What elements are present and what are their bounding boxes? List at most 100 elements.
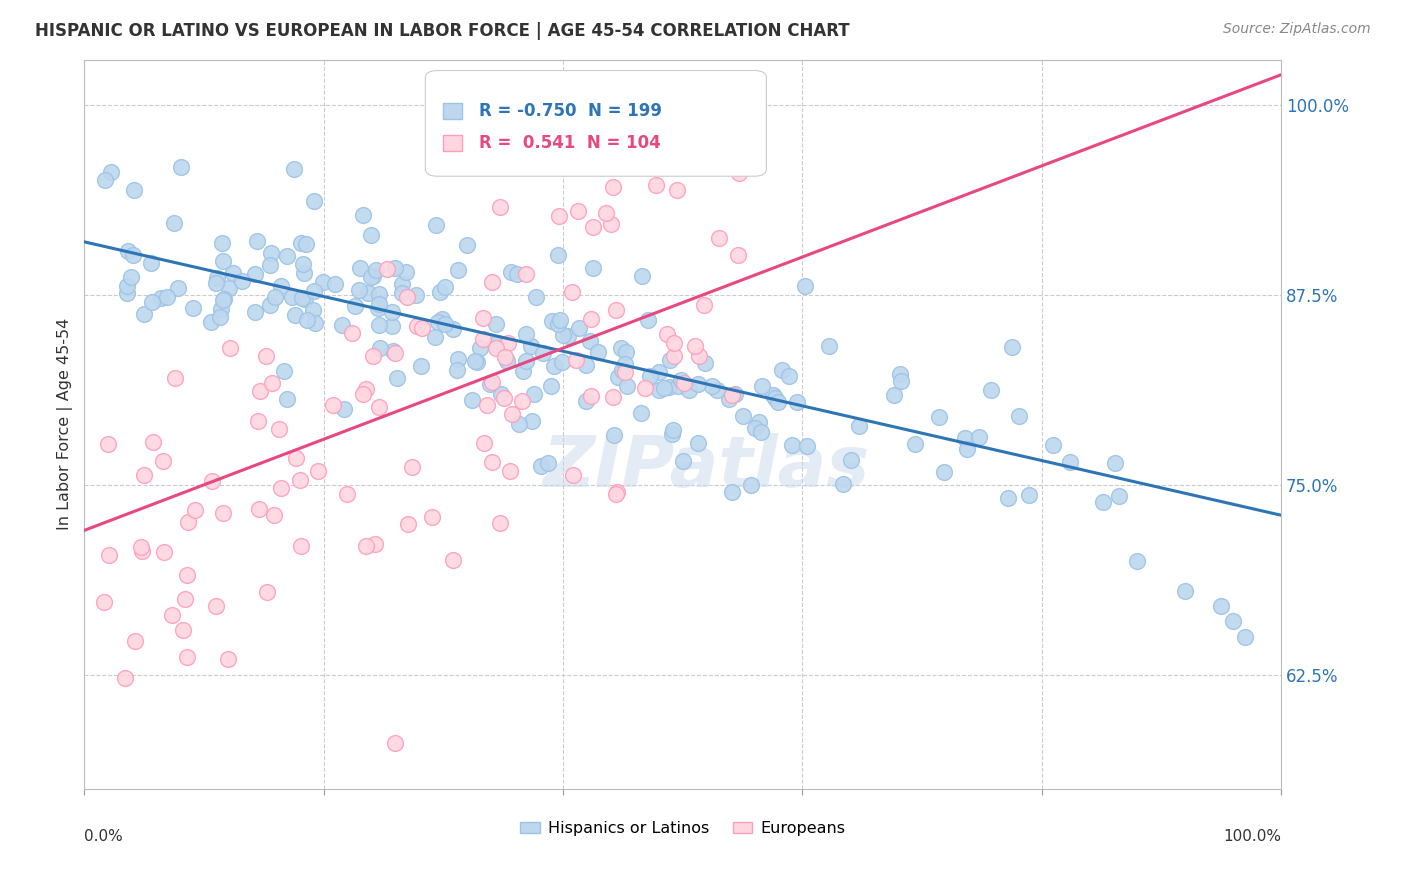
Point <box>579 389 602 403</box>
Point <box>796 439 818 453</box>
Point <box>510 393 533 408</box>
Point <box>709 231 731 245</box>
Point <box>354 382 377 396</box>
Point <box>1222 615 1244 629</box>
Point <box>291 291 314 305</box>
Point <box>664 349 686 363</box>
Point <box>794 278 817 293</box>
Point <box>420 510 443 524</box>
Point <box>115 285 138 300</box>
Point <box>290 540 312 554</box>
Point <box>630 406 652 420</box>
Point <box>575 359 598 373</box>
Text: R = -0.750  N = 199: R = -0.750 N = 199 <box>479 102 662 120</box>
Point <box>582 260 605 275</box>
Point <box>661 426 683 441</box>
Point <box>839 453 862 467</box>
Point <box>586 345 609 359</box>
Point <box>304 316 326 330</box>
Point <box>262 376 284 391</box>
Point <box>367 401 389 415</box>
Point <box>360 269 382 284</box>
Point <box>1001 340 1024 354</box>
Point <box>766 395 789 409</box>
Point <box>381 305 404 319</box>
Point <box>616 378 638 392</box>
Point <box>561 468 583 483</box>
Point <box>605 302 627 317</box>
Point <box>568 321 591 335</box>
Point <box>464 354 486 368</box>
Point <box>181 301 204 315</box>
Point <box>391 277 413 291</box>
Point <box>209 310 232 324</box>
Point <box>290 235 312 250</box>
Point <box>848 418 870 433</box>
Point <box>602 179 624 194</box>
Point <box>501 264 523 278</box>
Point <box>292 257 315 271</box>
Point <box>247 502 270 516</box>
Point <box>391 285 413 300</box>
Point <box>205 276 228 290</box>
Point <box>762 388 785 402</box>
Point <box>336 487 359 501</box>
Point <box>212 254 235 268</box>
Point <box>561 285 583 299</box>
Point <box>700 379 723 393</box>
Point <box>658 379 681 393</box>
Point <box>361 269 384 284</box>
Point <box>693 298 716 312</box>
Point <box>547 317 569 331</box>
Point <box>254 349 277 363</box>
Point <box>512 363 534 377</box>
Point <box>249 384 271 399</box>
Point <box>212 293 235 308</box>
Point <box>581 311 603 326</box>
Point <box>1092 495 1115 509</box>
Point <box>492 391 515 405</box>
Point <box>447 352 470 367</box>
Point <box>447 263 470 277</box>
Point <box>270 279 292 293</box>
Point <box>352 386 374 401</box>
Point <box>770 363 793 377</box>
Point <box>471 332 494 346</box>
Point <box>478 376 501 391</box>
Point <box>1126 554 1149 568</box>
Point <box>97 548 120 562</box>
Point <box>540 379 562 393</box>
Point <box>904 436 927 450</box>
Point <box>727 166 749 180</box>
Point <box>607 370 630 384</box>
Point <box>688 349 710 363</box>
Point <box>172 623 194 637</box>
Point <box>508 417 530 431</box>
Point <box>97 437 120 451</box>
Text: 0.0%: 0.0% <box>84 829 124 844</box>
Point <box>356 539 378 553</box>
Point <box>368 341 391 355</box>
Text: 100.0%: 100.0% <box>1223 829 1281 844</box>
Point <box>706 383 728 397</box>
Point <box>567 203 589 218</box>
Point <box>548 313 571 327</box>
Point <box>114 671 136 685</box>
Point <box>1234 630 1257 644</box>
Point <box>131 543 153 558</box>
Point <box>385 371 408 385</box>
Point <box>1174 584 1197 599</box>
Point <box>122 183 145 197</box>
Point <box>396 516 419 531</box>
Point <box>165 371 187 385</box>
Point <box>489 516 512 530</box>
Point <box>401 459 423 474</box>
Point <box>515 326 537 341</box>
Point <box>384 346 406 360</box>
Point <box>748 416 770 430</box>
Point <box>659 352 682 367</box>
Point <box>889 367 911 381</box>
Point <box>284 450 307 465</box>
Point <box>166 281 188 295</box>
Point <box>120 269 142 284</box>
